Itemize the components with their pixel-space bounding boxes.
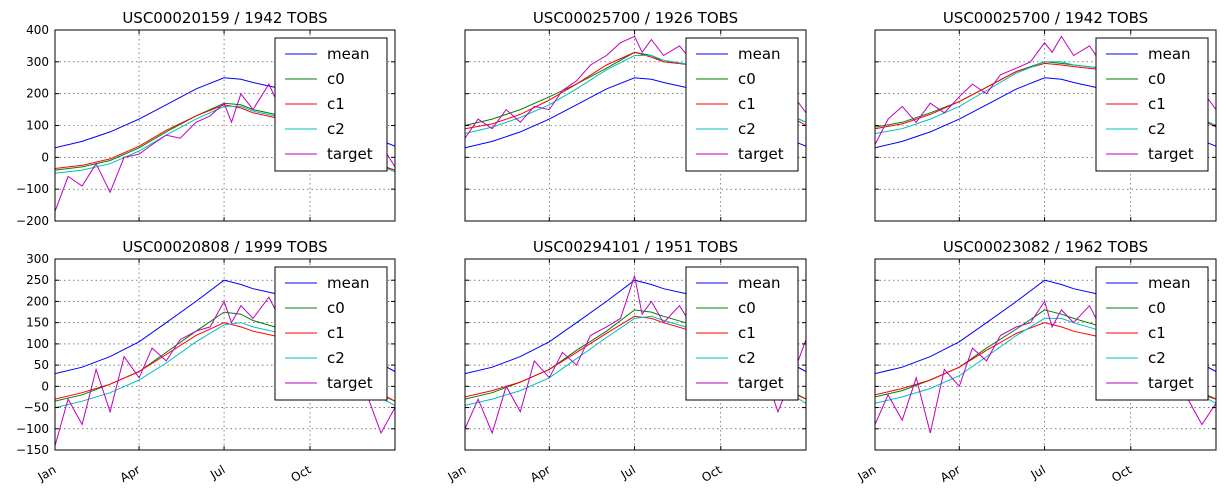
legend-label: mean [738,45,781,63]
legend-label: target [738,374,784,392]
legend-label: c1 [1148,324,1166,342]
x-tick-label: Jan [855,462,879,484]
legend-label: target [738,145,784,163]
x-tick-label: Jan [445,462,469,484]
legend: mean c0 c1 c2 target [1095,37,1209,172]
legend-label: c2 [738,349,756,367]
legend-label: c1 [1148,95,1166,113]
legend-label: mean [1148,274,1191,292]
y-tick-label: −150 [16,443,49,457]
x-tick-label: Jul [207,462,227,482]
y-tick-label: −100 [16,422,49,436]
y-tick-label: 100 [26,337,49,351]
axes-frame [54,258,396,451]
legend-label: target [327,145,373,163]
x-tick-label: Apr [528,462,553,485]
legend-label: c2 [327,120,345,138]
subplot-title: USC00023082 / 1962 TOBS [943,238,1148,256]
legend-label: c2 [327,349,345,367]
legend-label: c1 [327,324,345,342]
legend-label: c0 [327,70,345,88]
subplot-title: USC00020159 / 1942 TOBS [122,9,327,27]
legend-label: c0 [738,70,756,88]
y-tick-label: 250 [26,273,49,287]
y-tick-label: 150 [26,316,49,330]
x-tick-label: Jul [618,462,638,482]
x-tick-label: Oct [699,462,724,485]
y-tick-label: −200 [16,214,49,228]
subplot-1: −200 −100 0 100 200 300 400 USC00020159 / 1942 … [16,9,396,228]
y-tick-label: 0 [41,379,49,393]
legend: mean c0 c1 c2 target [1095,266,1209,401]
axes-frame [874,258,1217,451]
y-tick-label: −50 [24,401,49,415]
y-tick-label: 300 [26,55,49,69]
y-tick-label: 200 [26,87,49,101]
subplot-title: USC00025700 / 1942 TOBS [943,9,1148,27]
x-tick-label: Apr [938,462,963,485]
legend-label: c2 [1148,120,1166,138]
legend: mean c0 c1 c2 target [274,37,388,172]
legend-label: mean [327,274,370,292]
x-tick-label: Apr [118,462,143,485]
subplot-4: −150 −100 −50 0 50 100 150 200 250 300 Jan Apr Jul Oc… [16,238,396,485]
legend-label: c0 [738,299,756,317]
legend-label: target [1148,145,1194,163]
subplot-title: USC00020808 / 1999 TOBS [122,238,327,256]
y-tick-label: 50 [34,358,49,372]
legend-label: c2 [1148,349,1166,367]
legend: mean c0 c1 c2 target [685,266,799,401]
legend-label: c1 [738,324,756,342]
y-tick-label: 100 [26,119,49,133]
y-tick-label: −100 [16,182,49,196]
legend: mean c0 c1 c2 target [274,266,388,401]
legend-label: c1 [738,95,756,113]
subplot-title: USC00294101 / 1951 TOBS [533,238,738,256]
legend-label: c0 [1148,299,1166,317]
x-tick-label: Oct [1109,462,1134,485]
axes-frame [464,258,807,451]
y-tick-label: 200 [26,294,49,308]
x-tick-label: Jul [1028,462,1048,482]
legend-label: c0 [1148,70,1166,88]
legend-label: c2 [738,120,756,138]
y-tick-label: 300 [26,252,49,266]
legend-label: mean [738,274,781,292]
legend-label: mean [327,45,370,63]
legend-label: target [1148,374,1194,392]
x-tick-label: Jan [35,462,59,484]
legend: mean c0 c1 c2 target [685,37,799,172]
x-tick-label: Oct [289,462,314,485]
legend-label: target [327,374,373,392]
legend-label: c0 [327,299,345,317]
y-tick-label: 0 [41,150,49,164]
y-tick-label: 400 [26,23,49,37]
subplot-title: USC00025700 / 1926 TOBS [533,9,738,27]
legend-label: mean [1148,45,1191,63]
legend-label: c1 [327,95,345,113]
